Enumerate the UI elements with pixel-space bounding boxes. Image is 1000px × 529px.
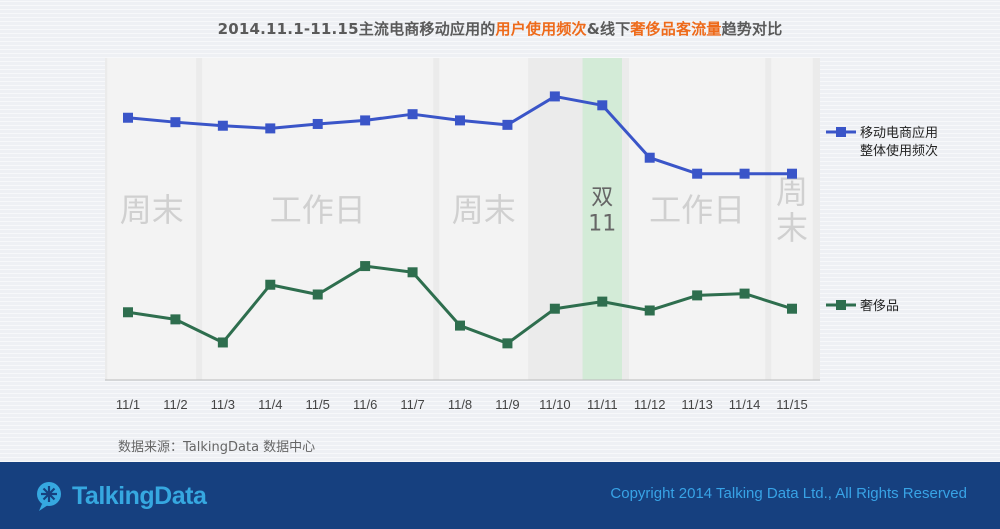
legend-label-0-1: 整体使用频次 (860, 143, 938, 159)
title-highlight-2: 奢侈品客流量 (630, 20, 722, 38)
x-tick-label-12: 11/13 (681, 397, 713, 412)
band-3 (582, 58, 622, 380)
footer-bar: TalkingData Copyright 2014 Talking Data … (0, 462, 1000, 529)
series-1-point-8 (502, 338, 513, 349)
band-label-5-0: 周 (776, 173, 808, 211)
series-0-point-3 (265, 123, 276, 134)
x-tick-label-7: 11/8 (448, 397, 472, 412)
legend-label-1-0: 奢侈品 (860, 299, 899, 314)
x-tick-label-13: 11/14 (729, 397, 761, 412)
x-tick-label-2: 11/3 (211, 397, 235, 412)
x-tick-label-0: 11/1 (116, 397, 140, 412)
legend-marker-0 (836, 127, 846, 137)
series-1-point-0 (123, 307, 133, 318)
band-1 (202, 58, 434, 380)
title-highlight-1: 用户使用频次 (495, 20, 587, 38)
x-tick-label-10: 11/11 (587, 397, 618, 412)
series-1-point-13 (739, 288, 750, 299)
x-tick-label-8: 11/9 (495, 397, 519, 412)
band-label-3-1: 11 (588, 212, 616, 237)
x-tick-label-11: 11/12 (634, 397, 666, 412)
series-1-point-10 (597, 296, 608, 307)
series-0-point-7 (455, 115, 465, 126)
legend-label-0-0: 移动电商应用 (860, 125, 938, 141)
talkingdata-logo: TalkingData (34, 476, 207, 516)
series-0-point-2 (217, 120, 228, 131)
series-0-point-14 (787, 168, 797, 179)
series-0-point-4 (312, 118, 323, 129)
series-0-point-1 (170, 117, 181, 128)
legend-marker-1 (836, 300, 846, 310)
title-part-1: 2014.11.1-11.15主流电商移动应用的 (217, 20, 496, 38)
x-tick-label-9: 11/10 (539, 397, 571, 412)
series-0-point-10 (597, 100, 608, 111)
series-1-point-6 (407, 267, 418, 278)
x-tick-label-1: 11/2 (163, 397, 187, 412)
title-part-2: &线下 (586, 20, 631, 38)
series-1-point-3 (265, 279, 276, 290)
band-label-4-0: 工作日 (649, 191, 745, 229)
band-2 (439, 58, 529, 380)
band-label-5-1: 末 (776, 209, 808, 247)
x-tick-label-5: 11/6 (353, 397, 377, 412)
band-label-0-0: 周末 (120, 191, 184, 229)
series-0-point-13 (739, 168, 750, 179)
band-label-1-0: 工作日 (270, 191, 366, 229)
series-1-point-11 (644, 305, 655, 316)
x-tick-label-6: 11/7 (400, 397, 424, 412)
series-1-point-9 (549, 303, 560, 314)
series-0-point-0 (123, 112, 133, 123)
series-1-point-14 (787, 303, 797, 314)
series-1-point-5 (360, 261, 371, 272)
logo-text: TalkingData (72, 481, 207, 510)
chart-title: 2014.11.1-11.15主流电商移动应用的用户使用频次&线下奢侈品客流量趋… (0, 18, 1000, 39)
series-1-point-2 (217, 337, 228, 348)
series-0-point-6 (407, 109, 418, 120)
series-1-point-12 (692, 290, 703, 301)
series-0-point-12 (692, 168, 703, 179)
x-tick-label-3: 11/4 (258, 397, 282, 412)
series-1-point-4 (312, 289, 323, 300)
x-tick-label-4: 11/5 (306, 397, 330, 412)
x-tick-label-14: 11/15 (776, 397, 808, 412)
series-0-point-9 (549, 91, 560, 102)
band-0 (107, 58, 197, 380)
band-5 (771, 58, 813, 380)
chat-bubble-logo-icon (37, 482, 61, 511)
band-label-2-0: 周末 (452, 191, 516, 229)
series-0-point-5 (360, 115, 371, 126)
series-1-point-7 (455, 320, 465, 331)
copyright-text: Copyright 2014 Talking Data Ltd., All Ri… (610, 485, 967, 502)
series-1-point-1 (170, 314, 181, 325)
title-part-3: 趋势对比 (721, 20, 783, 38)
series-0-point-8 (502, 119, 513, 130)
source-note: 数据来源：TalkingData 数据中心 (118, 440, 316, 455)
chart-area: 周末 工作日 周末双 11 工作日周末 11/1 11/2 11/3 11/4 11/5 11/6 1… (105, 58, 938, 412)
band-4 (629, 58, 766, 380)
series-0-point-11 (644, 152, 655, 163)
band-label-3-0: 双 (591, 186, 613, 211)
